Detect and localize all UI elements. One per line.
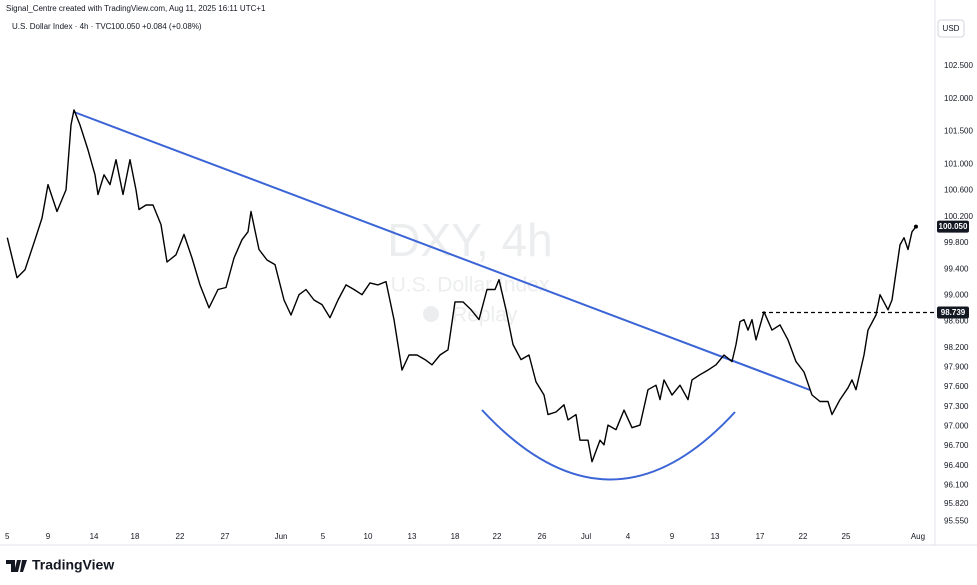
y-tick-label: 97.000: [944, 422, 969, 431]
y-tick-label: 99.800: [944, 238, 969, 247]
x-tick-label: 4: [626, 532, 631, 541]
y-tick-label: 98.200: [944, 343, 969, 352]
x-tick-label: Jun: [275, 532, 288, 541]
cup-arc: [481, 409, 736, 481]
x-tick-label: 13: [711, 532, 720, 541]
y-tick-label: 97.900: [944, 363, 969, 372]
x-tick-label: 17: [756, 532, 765, 541]
x-tick-label: 10: [364, 532, 373, 541]
x-tick-label: 26: [538, 532, 547, 541]
x-tick-label: 18: [451, 532, 460, 541]
x-tick-label: 22: [176, 532, 185, 541]
y-tick-label: 97.300: [944, 402, 969, 411]
x-tick-label: 14: [90, 532, 99, 541]
y-tick-label: 101.500: [944, 127, 973, 136]
x-tick-label: Aug: [911, 532, 925, 541]
y-tick-label: 96.400: [944, 461, 969, 470]
y-tick-label: 100.200: [944, 212, 973, 221]
y-tick-label: 99.000: [944, 290, 969, 299]
y-tick-label: 100.600: [944, 186, 973, 195]
currency[interactable]: USD: [943, 24, 960, 33]
x-tick-label: 25: [842, 532, 851, 541]
y-tick-label: 97.600: [944, 382, 969, 391]
x-tick-label: 5: [5, 532, 10, 541]
price-line: [6, 109, 917, 463]
x-tick-label: 22: [799, 532, 808, 541]
price-badge: [937, 306, 969, 319]
x-tick-label: 18: [131, 532, 140, 541]
price-change: +0.084 (+0.08%): [142, 22, 202, 31]
price-badge-label: 100.050: [939, 222, 968, 231]
footer-logo: TradingView: [6, 557, 114, 573]
y-tick-label: 98.600: [944, 317, 969, 326]
y-tick-label: 96.700: [944, 441, 969, 450]
trend-line: [73, 111, 811, 391]
y-tick-label: 95.550: [944, 517, 969, 526]
logo-mark: [6, 560, 27, 572]
x-tick-label: 5: [321, 532, 326, 541]
y-tick-label: 95.820: [944, 499, 969, 508]
watermark-replay: Replay: [452, 304, 518, 327]
x-tick-label: 27: [221, 532, 230, 541]
y-tick-label: 102.500: [944, 61, 973, 70]
credit: Signal_Centre created with TradingView.c…: [6, 4, 266, 13]
replay-icon: [423, 306, 439, 322]
x-tick-label: 9: [46, 532, 51, 541]
y-tick-label: 96.100: [944, 481, 969, 490]
x-tick-label: Jul: [581, 532, 591, 541]
x-tick-label: 13: [408, 532, 417, 541]
x-tick-label: 22: [493, 532, 502, 541]
y-tick-label: 101.000: [944, 159, 973, 168]
price-badge-label: 98.739: [941, 308, 966, 317]
currency-box[interactable]: [937, 19, 965, 38]
symbol-title: U.S. Dollar Index · 4h · TVC: [12, 22, 112, 31]
brand: TradingView: [32, 557, 114, 573]
x-tick-label: 9: [670, 532, 675, 541]
price-badge: [937, 220, 969, 233]
last-price: 100.050: [111, 22, 140, 31]
watermark-name: U.S. Dollar Index: [391, 274, 550, 297]
y-tick-label: 99.400: [944, 264, 969, 273]
y-tick-label: 102.000: [944, 94, 973, 103]
last-point: [913, 224, 918, 229]
